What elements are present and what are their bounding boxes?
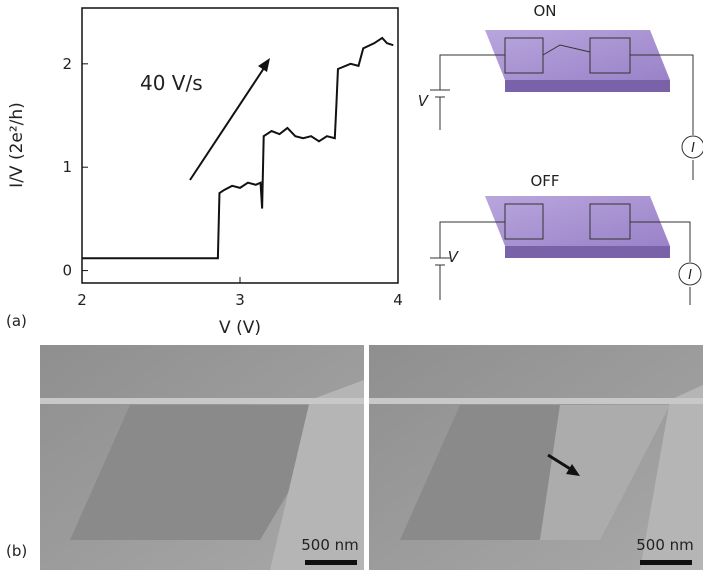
annotation: 40 V/s	[140, 71, 203, 95]
sem-feature	[40, 398, 364, 404]
y-axis-label: I/V (2e²/h)	[7, 102, 27, 188]
sem-feature	[540, 405, 670, 540]
sem-arrow-head	[566, 464, 580, 476]
x-axis-label: V (V)	[219, 318, 261, 338]
scale-bar	[640, 560, 692, 565]
circuit	[630, 221, 691, 305]
y-tick-label: 2	[62, 55, 72, 73]
plot-frame	[81, 7, 399, 284]
sem-feature	[70, 405, 340, 540]
data-line	[82, 36, 394, 260]
sem-arrow	[547, 453, 573, 472]
sweep-arrow	[189, 61, 269, 181]
sem-feature	[640, 385, 703, 570]
state-label: OFF	[530, 172, 559, 190]
sem-feature	[400, 405, 560, 540]
circuit	[430, 221, 505, 300]
substrate-side	[505, 246, 670, 258]
arrow-head	[258, 58, 270, 72]
sem-feature	[369, 398, 703, 404]
x-tick-label: 4	[393, 291, 403, 309]
y-tick-label: 1	[62, 158, 72, 176]
substrate	[485, 196, 670, 246]
y-tick-label: 0	[62, 262, 72, 280]
x-tick-label: 3	[235, 291, 245, 309]
x-tick-label: 2	[77, 291, 87, 309]
state-label: ON	[533, 2, 556, 20]
current-label: I	[691, 141, 695, 156]
panel-label: (a)	[6, 312, 27, 330]
current-label: I	[688, 268, 692, 283]
ammeter	[681, 135, 703, 159]
voltage-label: V	[448, 248, 460, 266]
sem-feature	[270, 380, 364, 570]
ammeter	[678, 262, 702, 286]
substrate-side	[505, 80, 670, 92]
scale-bar-label: 500 nm	[301, 536, 359, 554]
scale-bar	[305, 560, 357, 565]
circuit	[630, 54, 694, 180]
panel-label: (b)	[6, 542, 27, 560]
circuit	[430, 54, 505, 130]
scale-bar-label: 500 nm	[636, 536, 694, 554]
substrate	[485, 30, 670, 80]
voltage-label: V	[418, 92, 430, 110]
